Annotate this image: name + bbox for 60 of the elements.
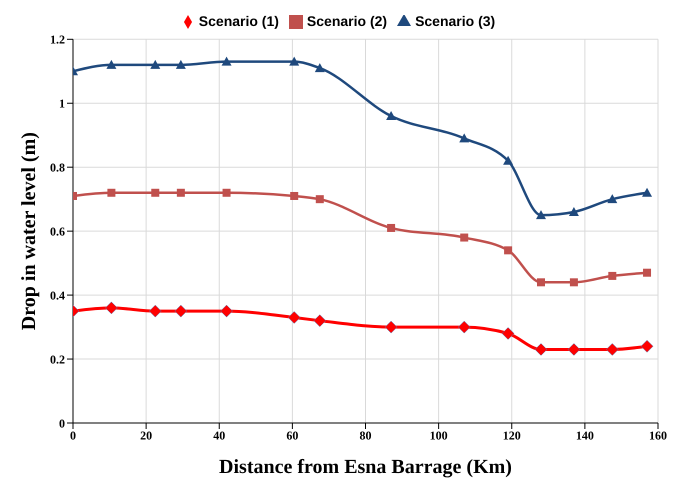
- x-tick-label: 140: [576, 428, 594, 443]
- point: [608, 272, 616, 280]
- point: [316, 195, 324, 204]
- point: [570, 278, 578, 286]
- point: [640, 340, 654, 353]
- legend-label: Scenario (3): [415, 13, 496, 29]
- point: [387, 224, 396, 232]
- y-tick-label: 0.4: [50, 288, 65, 302]
- point: [568, 343, 580, 356]
- point: [222, 188, 231, 197]
- point: [150, 60, 160, 69]
- x-axis-title: Distance from Esna Barrage (Km): [219, 456, 512, 478]
- point: [458, 320, 470, 334]
- point: [107, 188, 116, 197]
- point: [314, 63, 325, 72]
- x-tick-label: 20: [140, 428, 152, 443]
- point: [502, 327, 514, 340]
- point: [386, 111, 396, 120]
- point: [222, 56, 232, 66]
- legend-label: Scenario (2): [306, 13, 388, 29]
- point: [459, 133, 470, 142]
- point: [106, 60, 116, 69]
- point: [149, 304, 162, 318]
- point: [568, 206, 579, 216]
- point: [176, 188, 185, 197]
- point: [503, 156, 514, 165]
- y-axis-title: Drop in water level (m): [18, 132, 40, 330]
- y-tick-label: 1.2: [50, 32, 65, 47]
- point: [607, 194, 618, 204]
- x-tick-label: 40: [213, 428, 226, 443]
- point: [643, 268, 652, 277]
- legend-label: Scenario (1): [198, 13, 279, 29]
- point: [220, 304, 233, 318]
- y-tick-label: 1: [59, 96, 65, 111]
- point: [151, 188, 160, 197]
- point: [642, 188, 652, 197]
- point: [105, 302, 118, 314]
- x-tick-label: 120: [502, 428, 521, 443]
- x-tick-label: 60: [286, 428, 298, 443]
- y-tick-label: 0.2: [50, 352, 65, 366]
- point: [536, 210, 546, 220]
- point: [290, 192, 298, 200]
- y-tick-label: 0.6: [50, 224, 65, 238]
- point: [537, 278, 545, 286]
- x-tick-label: 100: [430, 428, 448, 443]
- point: [314, 314, 326, 327]
- point: [504, 246, 512, 254]
- y-tick-label: 0.8: [50, 160, 65, 174]
- y-tick-label: 0: [59, 416, 65, 430]
- x-tick-label: 80: [360, 428, 372, 443]
- point: [289, 56, 300, 66]
- x-tick-label: 160: [649, 428, 667, 443]
- point: [174, 304, 188, 318]
- x-tick-label: 0: [70, 428, 76, 443]
- point: [460, 234, 468, 242]
- point: [534, 343, 548, 356]
- point: [176, 60, 186, 69]
- point: [606, 343, 619, 356]
- point: [288, 311, 300, 324]
- point: [384, 320, 398, 334]
